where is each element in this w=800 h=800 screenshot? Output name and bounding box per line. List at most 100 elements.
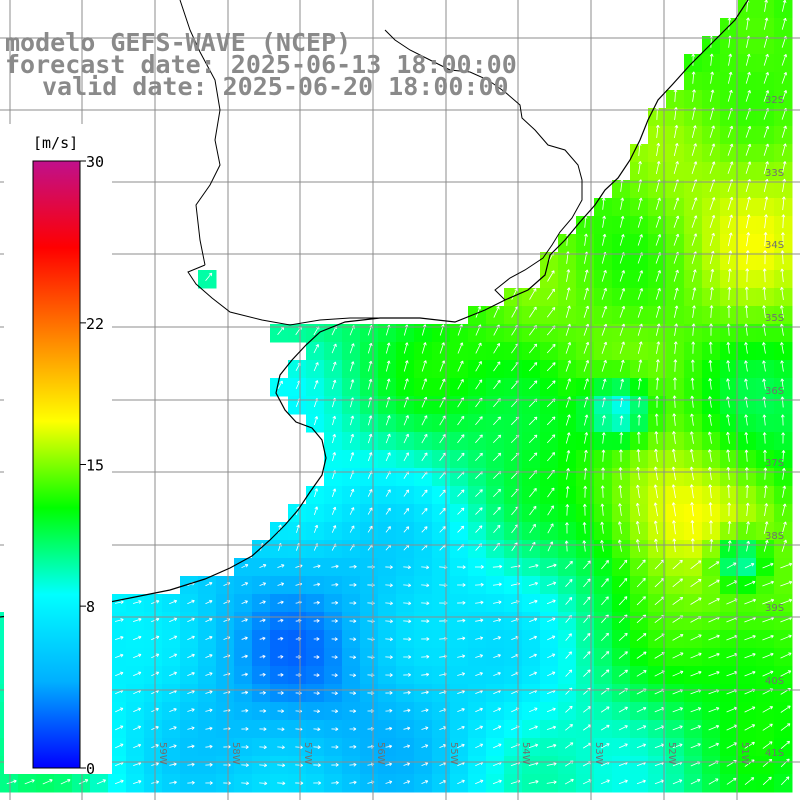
wind-arrow	[349, 637, 357, 642]
wind-arrow	[475, 507, 483, 515]
wind-arrow	[636, 559, 646, 570]
wind-arrow	[6, 779, 17, 785]
wind-arrow	[205, 635, 213, 641]
wind-arrow	[674, 124, 679, 139]
wind-arrow	[547, 505, 554, 516]
wind-arrow	[727, 143, 734, 156]
wind-arrow	[780, 414, 785, 426]
wind-arrow	[241, 563, 249, 569]
wind-arrow	[546, 434, 556, 444]
wind-arrow	[439, 415, 446, 426]
wind-arrow	[656, 142, 661, 157]
wind-arrow	[205, 599, 213, 605]
wind-arrow	[187, 708, 195, 712]
wind-arrow	[493, 600, 502, 605]
wind-arrow	[655, 287, 661, 300]
wind-arrow	[475, 672, 483, 676]
latitude-label: 35S	[765, 313, 784, 324]
wind-arrow	[618, 651, 628, 659]
wind-arrow	[601, 341, 608, 354]
wind-arrow	[439, 507, 446, 515]
wind-arrow	[565, 705, 573, 713]
wind-arrow	[744, 777, 755, 785]
wind-arrow	[763, 161, 769, 174]
wind-arrow	[781, 232, 785, 247]
wind-arrow	[403, 342, 409, 354]
wind-arrow	[385, 360, 391, 372]
wind-arrow	[690, 560, 702, 570]
wind-arrow	[637, 341, 643, 354]
wind-arrow	[314, 416, 319, 426]
wind-arrow	[493, 416, 501, 426]
wind-arrow	[583, 632, 591, 641]
wind-arrow	[385, 708, 393, 713]
wind-arrow	[457, 342, 464, 354]
wind-arrow	[690, 743, 701, 749]
wind-arrow	[781, 214, 786, 229]
wind-arrow	[781, 503, 787, 516]
wind-arrow	[259, 727, 267, 731]
wind-arrow	[349, 762, 357, 767]
wind-arrow	[385, 726, 393, 731]
wind-arrow	[744, 378, 748, 390]
wind-arrow	[744, 467, 749, 480]
wind-arrow	[332, 452, 337, 462]
wind-arrow	[762, 305, 766, 318]
wind-arrow	[187, 762, 195, 767]
wind-arrow	[546, 762, 557, 766]
wind-arrow	[421, 780, 429, 785]
wind-arrow	[457, 618, 466, 623]
wind-arrow	[457, 434, 465, 444]
wind-arrow	[385, 433, 391, 444]
wind-arrow	[744, 286, 749, 301]
wind-arrow	[781, 143, 787, 156]
wind-arrow	[744, 305, 749, 318]
wind-arrow	[583, 396, 589, 408]
wind-arrow	[565, 633, 572, 641]
wind-arrow	[618, 485, 623, 498]
wind-arrow	[277, 380, 283, 389]
wind-arrow	[421, 637, 430, 641]
wind-arrow	[618, 577, 628, 588]
wind-arrow	[672, 596, 684, 606]
wind-arrow	[689, 466, 694, 481]
wind-arrow	[637, 215, 643, 228]
wind-arrow	[709, 161, 716, 174]
wind-arrow	[187, 617, 195, 623]
wind-arrow	[602, 215, 606, 228]
wind-arrow	[439, 526, 446, 533]
wind-arrow	[673, 269, 679, 282]
wind-arrow	[780, 268, 785, 283]
wind-arrow	[277, 745, 285, 750]
wind-arrow	[673, 161, 679, 174]
wind-arrow	[637, 396, 642, 408]
wind-arrow	[187, 599, 195, 605]
wind-arrow	[781, 432, 785, 444]
wind-arrow	[259, 781, 268, 786]
wind-arrow	[403, 433, 410, 444]
wind-arrow	[331, 709, 339, 714]
wind-arrow	[565, 504, 570, 516]
wind-arrow	[583, 651, 591, 659]
wind-arrow	[528, 434, 538, 444]
wind-arrow	[744, 563, 755, 569]
wind-arrow	[385, 507, 391, 515]
wind-arrow	[745, 502, 750, 517]
wind-arrow	[637, 288, 644, 300]
wind-arrow	[241, 727, 249, 731]
wind-arrow	[475, 654, 484, 658]
wind-arrow	[691, 125, 697, 138]
wind-arrow	[708, 671, 720, 677]
wind-arrow	[781, 0, 787, 12]
wind-arrow	[637, 414, 642, 426]
wind-arrow	[277, 727, 285, 732]
longitude-label: 60W	[84, 742, 95, 765]
wind-arrow	[565, 651, 572, 659]
wind-arrow	[564, 742, 574, 749]
wind-arrow	[690, 634, 702, 641]
wind-arrow	[673, 377, 677, 390]
wind-arrow	[529, 671, 538, 677]
wind-arrow	[672, 652, 684, 659]
wind-arrow	[690, 377, 695, 390]
